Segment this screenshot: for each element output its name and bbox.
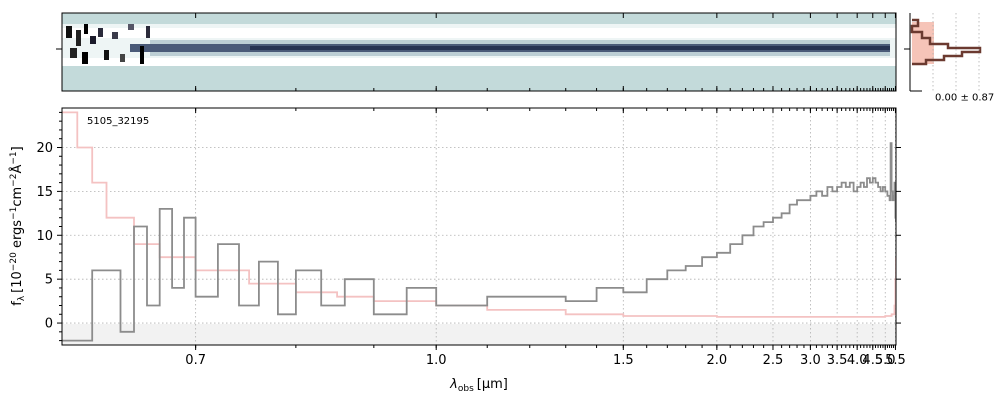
- y-axis-ticks: 0 5 10 15 20: [36, 111, 901, 342]
- flux-line: [62, 142, 896, 342]
- profile-curve: [910, 18, 982, 66]
- spectrum-1d-panel: 0.7 1.0 1.5 2.0 2.5 3.0 3.5 4.04.55.05.5 0 5 10 15…: [36, 107, 906, 368]
- x-tick-label: 1.5: [613, 353, 634, 368]
- uncertainty-line: [62, 111, 896, 318]
- main-grid: [62, 108, 896, 345]
- profile-panel: 0.00 ± 0.87: [904, 13, 994, 103]
- x-tick-label: 1.0: [426, 353, 447, 368]
- x-tick-label: 5.0: [875, 353, 896, 368]
- y-tick-label: 5: [45, 273, 53, 288]
- x-tick-label: 2.5: [763, 353, 784, 368]
- x-tick-label: 4.0: [847, 353, 868, 368]
- y-tick-label: 10: [36, 229, 53, 244]
- x-axis-ticks: 0.7 1.0 1.5 2.0 2.5 3.0 3.5 4.04.55.05.5: [185, 108, 906, 368]
- y-tick-label: 20: [36, 141, 53, 156]
- x-tick-label: 4.5: [862, 353, 883, 368]
- x-tick-label: 5.5: [885, 353, 906, 368]
- y-tick-label: 15: [36, 185, 53, 200]
- y-tick-label: 0: [45, 317, 53, 332]
- y-axis-label: fλ[10−20 ergs−1cm−2Å−1]: [9, 146, 27, 305]
- x-axis-label: λobs [μm]: [449, 377, 508, 394]
- x-tick-label: 3.5: [827, 353, 848, 368]
- spectrum-2d-noisy-end: [66, 24, 150, 64]
- x-tick-label: 2.0: [707, 353, 728, 368]
- spectrum-2d-band-white-upper: [62, 28, 896, 38]
- spectrum-2d-ticks: [195, 13, 896, 91]
- spectrum-2d-trace-core: [250, 46, 890, 50]
- spectrum-1d-frame: [61, 107, 897, 346]
- spectrum-2d-panel: [56, 12, 897, 92]
- zero-band: [62, 324, 896, 345]
- profile-stat-label: 0.00 ± 0.87: [935, 92, 994, 103]
- object-id-label: 5105_32195: [87, 116, 149, 127]
- spectrum-2d-band-white-lower: [62, 58, 896, 66]
- x-tick-label: 3.0: [800, 353, 821, 368]
- x-tick-label: 0.7: [185, 353, 206, 368]
- spectrum-2d-frame: [61, 12, 897, 92]
